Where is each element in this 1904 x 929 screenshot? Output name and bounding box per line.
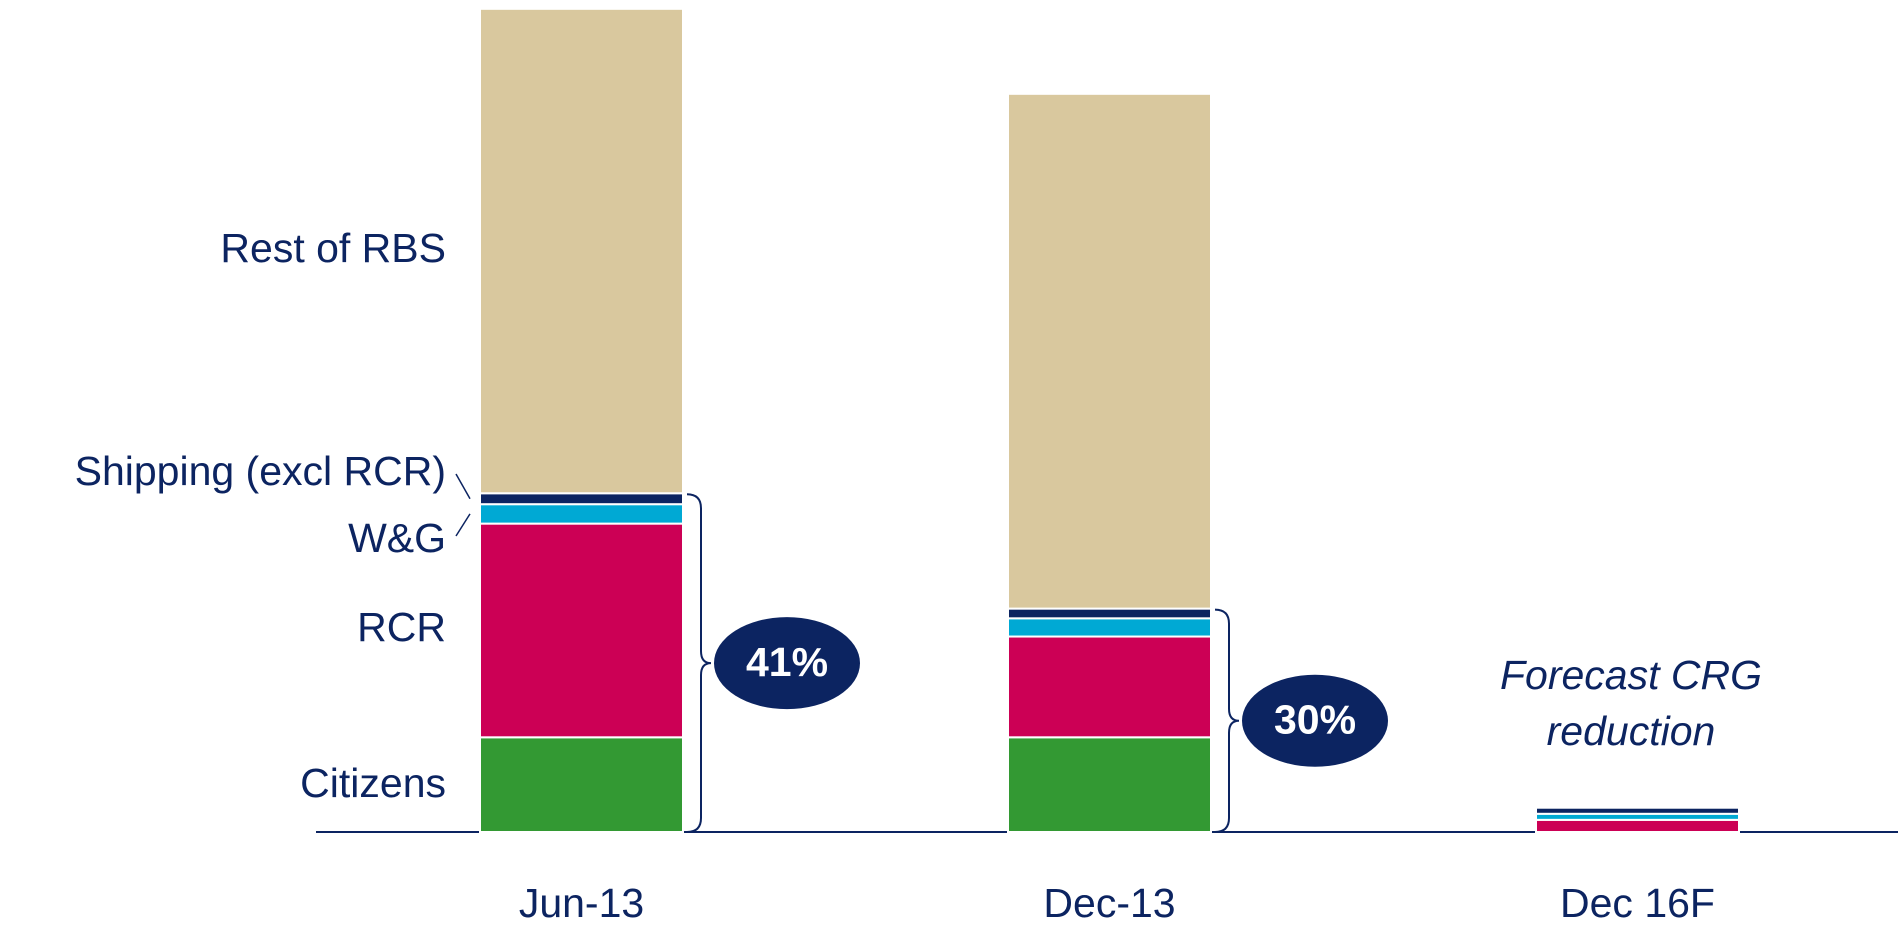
bar-segment bbox=[1535, 806, 1740, 815]
share-badge bbox=[714, 617, 860, 710]
legend-label: Rest of RBS bbox=[220, 225, 446, 271]
x-tick-label: Dec-13 bbox=[1043, 880, 1175, 926]
legend-label: Citizens bbox=[300, 760, 446, 806]
connector bbox=[455, 513, 471, 537]
brace bbox=[686, 493, 712, 833]
bar-segment bbox=[479, 736, 684, 834]
share-label: 30% bbox=[1274, 697, 1356, 743]
share-label: 41% bbox=[746, 639, 828, 685]
annotation: reduction bbox=[1547, 708, 1716, 754]
bar-segment bbox=[1535, 818, 1740, 834]
bar-segment bbox=[479, 503, 684, 525]
bar-segment bbox=[1007, 607, 1212, 620]
x-tick-label: Dec 16F bbox=[1560, 880, 1715, 926]
bar-segment bbox=[1007, 92, 1212, 610]
bar-segment bbox=[1007, 736, 1212, 834]
bar-segment bbox=[1007, 635, 1212, 739]
x-tick-label: Jun-13 bbox=[519, 880, 644, 926]
legend-label: W&G bbox=[348, 515, 446, 561]
bar-segment bbox=[1007, 617, 1212, 638]
brace bbox=[1214, 608, 1240, 833]
bar-segment bbox=[479, 492, 684, 506]
legend-label: RCR bbox=[357, 604, 446, 650]
share-badge bbox=[1242, 674, 1388, 767]
legend-label: Shipping (excl RCR) bbox=[75, 448, 446, 494]
annotation: Forecast CRG bbox=[1500, 652, 1762, 698]
bar-segment bbox=[479, 522, 684, 739]
connector bbox=[455, 473, 471, 500]
bar-segment bbox=[479, 7, 684, 495]
